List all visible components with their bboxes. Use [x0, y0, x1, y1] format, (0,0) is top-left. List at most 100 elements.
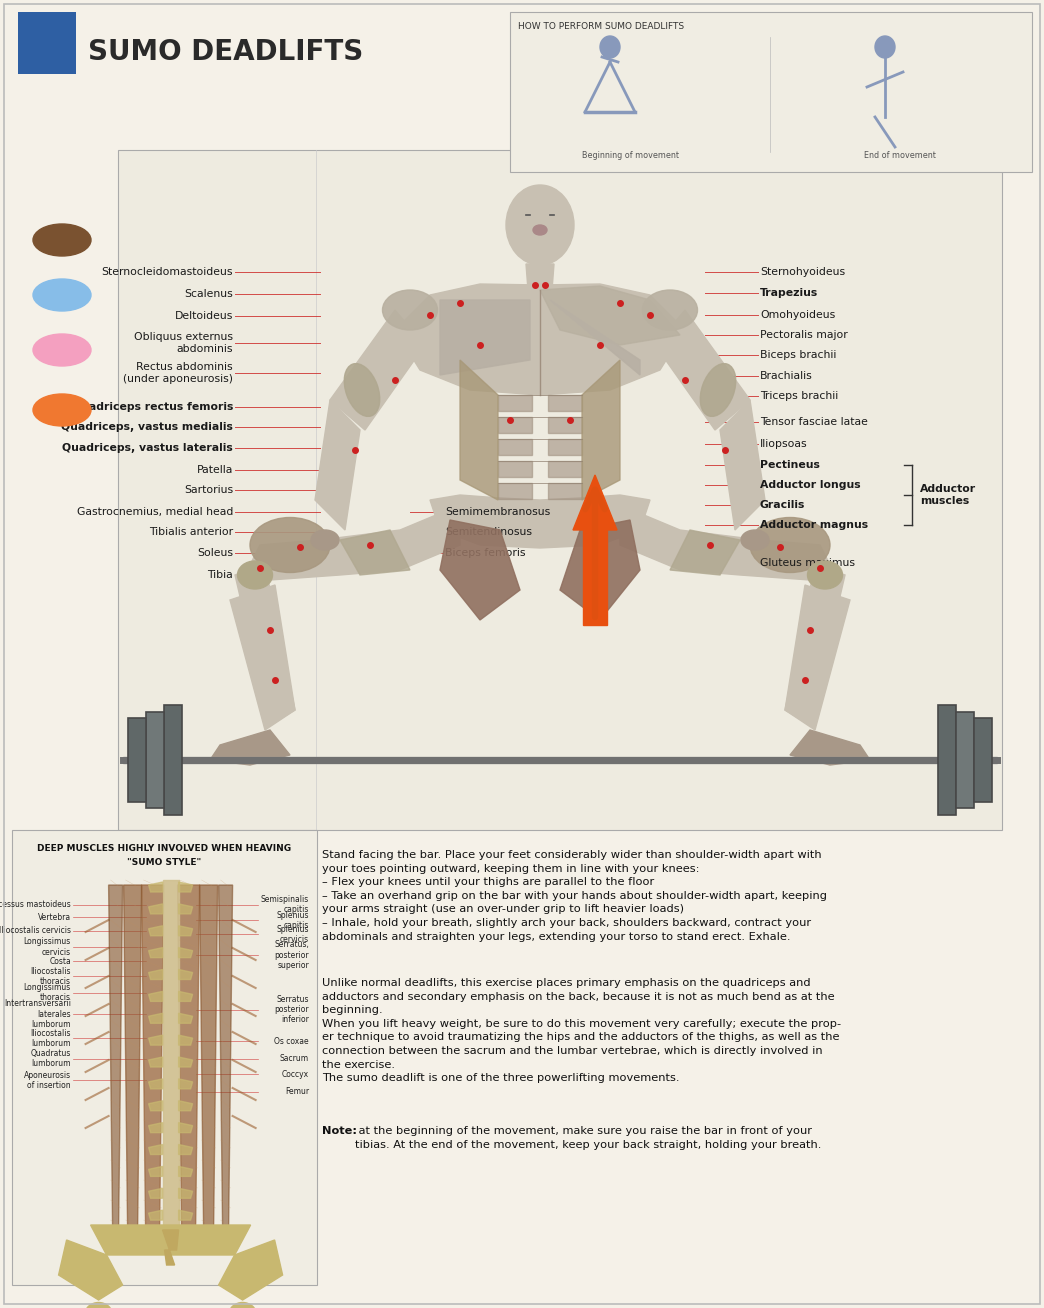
Polygon shape [526, 264, 554, 290]
Polygon shape [498, 483, 532, 498]
Ellipse shape [33, 279, 91, 311]
Polygon shape [218, 1240, 283, 1300]
Polygon shape [498, 395, 532, 411]
Text: Adductor
muscles: Adductor muscles [920, 484, 976, 506]
Polygon shape [179, 1101, 192, 1110]
Text: "SUMO STYLE": "SUMO STYLE" [127, 858, 201, 867]
Text: Tibia: Tibia [208, 570, 233, 579]
Text: Semitendinosus: Semitendinosus [445, 527, 532, 538]
FancyBboxPatch shape [11, 831, 317, 1284]
Polygon shape [460, 360, 498, 500]
Polygon shape [498, 460, 532, 477]
Ellipse shape [33, 224, 91, 256]
Polygon shape [179, 1079, 192, 1088]
Text: 13: 13 [22, 26, 72, 60]
Polygon shape [548, 460, 582, 477]
Text: Adductor magnus: Adductor magnus [760, 521, 869, 530]
Polygon shape [179, 1014, 192, 1023]
Polygon shape [548, 439, 582, 455]
Polygon shape [395, 284, 685, 395]
Ellipse shape [33, 334, 91, 366]
Polygon shape [148, 904, 163, 914]
Polygon shape [142, 886, 164, 1230]
Polygon shape [550, 300, 640, 375]
Polygon shape [163, 880, 179, 1230]
Polygon shape [109, 886, 122, 1230]
Text: DEEP MUSCLES HIGHLY INVOLVED WHEN HEAVING: DEEP MUSCLES HIGHLY INVOLVED WHEN HEAVIN… [38, 844, 291, 853]
Polygon shape [148, 926, 163, 935]
FancyBboxPatch shape [146, 712, 164, 808]
Text: Quadriceps, vastus lateralis: Quadriceps, vastus lateralis [63, 443, 233, 453]
Text: Serratus,
posterior
superior: Serratus, posterior superior [275, 940, 309, 971]
Text: Quadriceps, vastus medialis: Quadriceps, vastus medialis [62, 422, 233, 433]
Polygon shape [235, 565, 295, 725]
Text: Iliocostalis
thoracis: Iliocostalis thoracis [30, 967, 71, 986]
Text: Pectoralis major: Pectoralis major [760, 330, 848, 340]
Ellipse shape [600, 37, 620, 58]
Text: Sartorius: Sartorius [184, 485, 233, 494]
Text: Gracilis: Gracilis [760, 500, 805, 510]
Text: at the beginning of the movement, make sure you raise the bar in front of your
t: at the beginning of the movement, make s… [355, 1126, 822, 1150]
Ellipse shape [311, 530, 339, 549]
Polygon shape [179, 1167, 192, 1176]
Polygon shape [148, 1188, 163, 1198]
Text: Processus mastoideus: Processus mastoideus [0, 900, 71, 909]
Polygon shape [199, 886, 217, 1230]
Text: Splenius
cervicis: Splenius cervicis [277, 925, 309, 944]
Polygon shape [330, 310, 425, 430]
Ellipse shape [701, 364, 736, 416]
Polygon shape [430, 494, 650, 548]
FancyBboxPatch shape [974, 718, 992, 802]
Polygon shape [148, 1167, 163, 1176]
Text: Pectineus: Pectineus [760, 460, 820, 470]
Text: Beginning of movement: Beginning of movement [582, 150, 679, 160]
Text: Sternohyoideus: Sternohyoideus [760, 267, 846, 277]
FancyBboxPatch shape [956, 712, 974, 808]
FancyBboxPatch shape [938, 705, 956, 815]
Text: Adductor longus: Adductor longus [760, 480, 860, 489]
Polygon shape [498, 439, 532, 455]
Text: Tibialis anterior: Tibialis anterior [149, 527, 233, 538]
Polygon shape [148, 1101, 163, 1110]
Polygon shape [148, 1057, 163, 1067]
Polygon shape [179, 947, 192, 957]
Polygon shape [148, 1079, 163, 1088]
Ellipse shape [750, 518, 830, 573]
Polygon shape [148, 1144, 163, 1155]
Polygon shape [179, 1144, 192, 1155]
Text: Tensor fasciae latae: Tensor fasciae latae [760, 417, 868, 426]
Polygon shape [179, 926, 192, 935]
Polygon shape [210, 730, 290, 765]
Text: Coccyx: Coccyx [282, 1070, 309, 1079]
Text: Splenius
capitis: Splenius capitis [277, 910, 309, 930]
Text: Intertransversarii
laterales
lumborum: Intertransversarii laterales lumborum [4, 999, 71, 1029]
Text: Longissimus
cervicis: Longissimus cervicis [24, 938, 71, 957]
Ellipse shape [237, 561, 272, 589]
Text: Rectus abdominis
(under aponeurosis): Rectus abdominis (under aponeurosis) [123, 362, 233, 383]
Text: Semispinalis
capitis: Semispinalis capitis [261, 895, 309, 914]
Text: Gluteus maximus: Gluteus maximus [760, 557, 855, 568]
FancyBboxPatch shape [128, 718, 146, 802]
Polygon shape [440, 300, 530, 375]
Ellipse shape [345, 364, 380, 416]
Polygon shape [340, 530, 410, 576]
Polygon shape [790, 730, 870, 765]
Polygon shape [179, 1188, 192, 1198]
Text: Deltoideus: Deltoideus [174, 311, 233, 320]
Polygon shape [218, 886, 233, 1230]
FancyBboxPatch shape [511, 12, 1033, 171]
Polygon shape [163, 1230, 179, 1265]
Text: Quadratus
lumborum: Quadratus lumborum [30, 1049, 71, 1069]
Polygon shape [148, 1014, 163, 1023]
Text: Biceps femoris: Biceps femoris [445, 548, 525, 557]
Polygon shape [148, 991, 163, 1002]
Polygon shape [179, 1210, 192, 1220]
Polygon shape [548, 483, 582, 498]
Text: Trapezius: Trapezius [760, 288, 818, 298]
Text: Semimembranosus: Semimembranosus [445, 506, 550, 517]
FancyBboxPatch shape [18, 12, 76, 75]
Polygon shape [179, 882, 192, 892]
Polygon shape [573, 475, 617, 530]
Text: Obliquus externus
abdominis: Obliquus externus abdominis [134, 332, 233, 354]
Polygon shape [179, 969, 192, 980]
